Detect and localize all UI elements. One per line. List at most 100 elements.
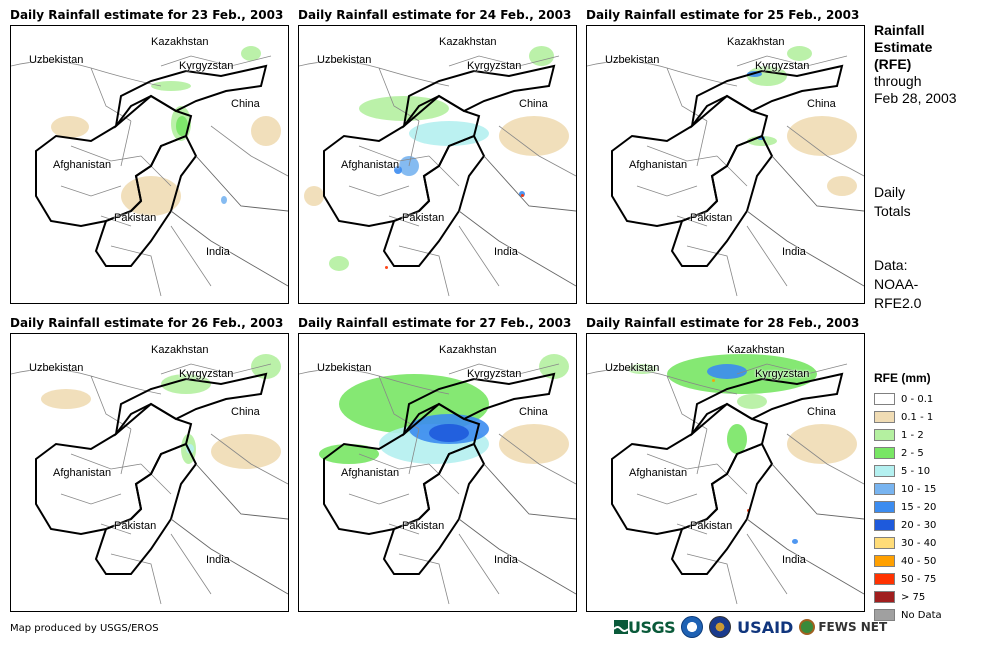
legend-item: 20 - 30: [874, 516, 942, 534]
rain-cell: [304, 186, 324, 206]
map-label-india: India: [494, 246, 518, 258]
legend-item: 50 - 75: [874, 570, 942, 588]
legend-label: 40 - 50: [901, 555, 937, 567]
rain-cell: [41, 389, 91, 409]
rain-cell: [51, 116, 89, 138]
rain-cell: [394, 166, 402, 174]
rain-cell: [319, 444, 379, 464]
map-label-india: India: [782, 554, 806, 566]
rain-cell: [211, 434, 281, 469]
legend-swatch: [874, 501, 895, 513]
legend-item: 30 - 40: [874, 534, 942, 552]
legend-label: 0.1 - 1: [901, 411, 934, 423]
pakistan-border: [94, 442, 198, 575]
data-source-note: Data: NOAA- RFE2.0: [874, 257, 922, 311]
india-boundary: [746, 463, 864, 595]
admin-boundaries: [299, 55, 576, 297]
india-boundary: [458, 463, 576, 595]
legend-swatch: [874, 573, 895, 585]
map-label-uzbekistan: Uzbekistan: [605, 54, 660, 66]
rain-cell: [792, 539, 798, 544]
admin-boundaries: [587, 363, 864, 605]
map-label-kyrgyzstan: Kyrgyzstan: [755, 60, 810, 72]
rain-cell: [499, 116, 569, 156]
rain-cell: [747, 66, 787, 86]
map-label-kyrgyzstan: Kyrgyzstan: [467, 368, 522, 380]
pakistan-border: [670, 442, 774, 575]
rainfall-map-graphic: [587, 46, 864, 297]
rain-cell: [241, 46, 261, 61]
legend-label: 50 - 75: [901, 573, 937, 585]
rain-cell: [787, 424, 857, 464]
admin-boundaries: [299, 363, 576, 605]
map-label-uzbekistan: Uzbekistan: [605, 362, 660, 374]
globe-icon: [799, 619, 816, 635]
admin-boundaries: [11, 363, 288, 605]
rain-cell: [539, 354, 569, 379]
map-label-india: India: [206, 554, 230, 566]
central-asia-border: [114, 372, 268, 437]
india-boundary: [746, 155, 864, 287]
legend-item: 0.1 - 1: [874, 408, 942, 426]
legend-swatch: [874, 537, 895, 549]
legend-label: 10 - 15: [901, 483, 937, 495]
map-label-uzbekistan: Uzbekistan: [317, 362, 372, 374]
map-label-afghanistan: Afghanistan: [53, 159, 112, 171]
legend-item: 1 - 2: [874, 426, 942, 444]
map-label-kazakhstan: Kazakhstan: [727, 36, 785, 48]
map-label-pakistan: Pakistan: [402, 520, 445, 532]
map-label-kyrgyzstan: Kyrgyzstan: [179, 368, 234, 380]
panel-title: Daily Rainfall estimate for 28 Feb., 200…: [586, 316, 860, 330]
legend-label: No Data: [901, 609, 942, 621]
usgs-wave-icon: [614, 620, 628, 634]
legend-label: 2 - 5: [901, 447, 924, 459]
map-label-afghanistan: Afghanistan: [629, 159, 688, 171]
legend-title: RFE (mm): [874, 371, 931, 385]
panel-title: Daily Rainfall estimate for 27 Feb., 200…: [298, 316, 572, 330]
rainfall-areas: [747, 46, 857, 196]
legend-label: 0 - 0.1: [901, 393, 934, 405]
usaid-logo: USAID: [737, 617, 794, 637]
map-label-kazakhstan: Kazakhstan: [151, 36, 209, 48]
admin-boundaries: [587, 55, 864, 297]
map-label-china: China: [519, 406, 548, 418]
map-frame: Kazakhstan Uzbekistan Kyrgyzstan China Afgha…: [10, 333, 289, 612]
fews-net-logo: FEWS NET: [799, 619, 887, 635]
legend-label: 20 - 30: [901, 519, 937, 531]
map-frame: Kazakhstan Uzbekistan Kyrgyzstan China Afgha…: [10, 25, 289, 304]
noaa-logo: [681, 616, 704, 638]
map-label-china: China: [807, 98, 836, 110]
map-label-pakistan: Pakistan: [402, 212, 445, 224]
map-frame: Kazakhstan Uzbekistan Kyrgyzstan China Afgha…: [298, 25, 577, 304]
legend-label: 30 - 40: [901, 537, 937, 549]
rainfall-map-graphic: [587, 354, 864, 605]
legend-label: 1 - 2: [901, 429, 924, 441]
map-label-kazakhstan: Kazakhstan: [439, 36, 497, 48]
rain-cell: [385, 266, 388, 269]
map-label-china: China: [519, 98, 548, 110]
legend: 0 - 0.1 0.1 - 1 1 - 2 2 - 5 5 - 10 10 - 15 15 …: [874, 390, 942, 624]
map-label-afghanistan: Afghanistan: [53, 467, 112, 479]
map-label-kazakhstan: Kazakhstan: [727, 344, 785, 356]
central-asia-border: [690, 372, 844, 437]
pakistan-border: [94, 134, 198, 267]
panel-title: Daily Rainfall estimate for 26 Feb., 200…: [10, 316, 284, 330]
legend-item: 10 - 15: [874, 480, 942, 498]
rain-cell: [151, 81, 191, 91]
map-label-kazakhstan: Kazakhstan: [439, 344, 497, 356]
legend-swatch: [874, 447, 895, 459]
legend-swatch: [874, 393, 895, 405]
map-label-afghanistan: Afghanistan: [629, 467, 688, 479]
central-asia-border: [690, 64, 844, 129]
admin-boundaries: [11, 55, 288, 297]
map-label-afghanistan: Afghanistan: [341, 159, 400, 171]
footer-credit: Map produced by USGS/EROS: [10, 623, 159, 634]
rainfall-map-graphic: [299, 354, 576, 605]
rain-cell: [221, 196, 227, 204]
logo-bar: USGS USAID FEWS NET: [614, 616, 887, 638]
map-label-uzbekistan: Uzbekistan: [317, 54, 372, 66]
legend-swatch: [874, 483, 895, 495]
legend-item: No Data: [874, 606, 942, 624]
map-label-uzbekistan: Uzbekistan: [29, 362, 84, 374]
panel-title: Daily Rainfall estimate for 23 Feb., 200…: [10, 8, 284, 22]
